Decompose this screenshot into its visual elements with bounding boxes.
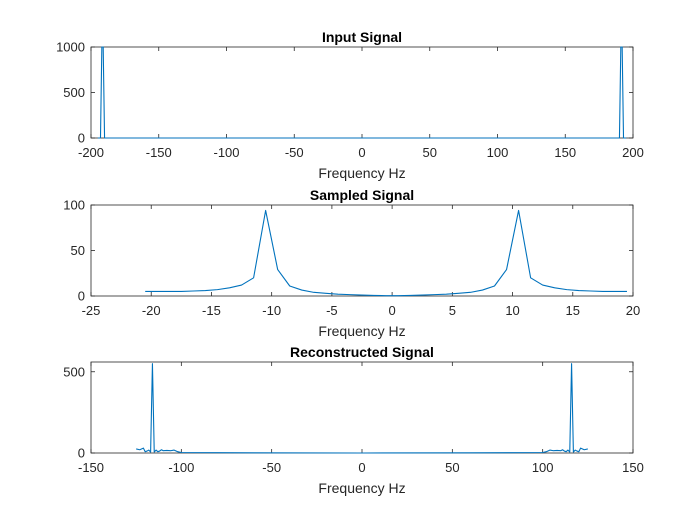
y-tick-label: 50	[71, 243, 85, 258]
plot-title: Input Signal	[322, 29, 402, 45]
x-tick-label: 200	[622, 145, 644, 160]
x-tick-label: 5	[449, 303, 456, 318]
x-tick-label: 10	[505, 303, 519, 318]
series-line	[145, 209, 627, 297]
x-tick-label: -25	[82, 303, 101, 318]
x-tick-label: -20	[142, 303, 161, 318]
x-tick-label: -15	[202, 303, 221, 318]
plot-reconstructed-signal: -150 -100 -50 0 50 100 150 0 500 Reconstructed S…	[63, 344, 644, 496]
x-tick-label: 0	[388, 303, 395, 318]
x-tick-label: 0	[358, 460, 365, 475]
plot-title: Sampled Signal	[310, 187, 414, 203]
x-tick-label: -150	[78, 460, 104, 475]
x-tick-label: -100	[168, 460, 194, 475]
tick-marks	[90, 46, 634, 139]
x-tick-label: -100	[213, 145, 239, 160]
x-tick-label: -10	[262, 303, 281, 318]
x-tick-label: 20	[626, 303, 640, 318]
series-line	[97, 46, 627, 139]
tick-labels: -200 -150 -100 -50 0 50 100 150 200 0 500 1000	[56, 40, 644, 161]
x-tick-label: 150	[622, 460, 644, 475]
x-tick-label: 100	[487, 145, 509, 160]
x-axis-label: Frequency Hz	[318, 323, 405, 339]
tick-labels: -25 -20 -15 -10 -5 0 5 10 15 20 0 50 100	[63, 198, 640, 319]
axes-box	[90, 361, 634, 454]
x-tick-label: -50	[262, 460, 281, 475]
x-tick-label: 15	[566, 303, 580, 318]
y-tick-label: 0	[78, 289, 85, 304]
plot-title: Reconstructed Signal	[290, 344, 434, 360]
y-tick-label: 500	[63, 85, 85, 100]
series-line	[136, 363, 588, 454]
axes-box	[90, 204, 634, 297]
tick-marks	[90, 362, 634, 454]
y-tick-label: 500	[63, 364, 85, 379]
x-tick-label: -150	[146, 145, 172, 160]
tick-labels: -150 -100 -50 0 50 100 150 0 500	[63, 364, 644, 475]
x-axis-label: Frequency Hz	[318, 480, 405, 496]
plot-sampled-signal: -25 -20 -15 -10 -5 0 5 10 15 20 0 50 100 Sampled Sig…	[63, 187, 640, 339]
x-axis-label: Frequency Hz	[318, 165, 405, 181]
tick-marks	[90, 204, 634, 297]
x-tick-label: 50	[423, 145, 437, 160]
y-tick-label: 100	[63, 198, 85, 213]
x-tick-label: 100	[532, 460, 554, 475]
x-tick-label: -50	[285, 145, 304, 160]
x-tick-label: 50	[445, 460, 459, 475]
y-tick-label: 0	[78, 446, 85, 461]
y-tick-label: 1000	[56, 40, 85, 55]
x-tick-label: 0	[358, 145, 365, 160]
x-tick-label: 150	[554, 145, 576, 160]
x-tick-label: -200	[78, 145, 104, 160]
axes-box	[90, 46, 634, 139]
plot-input-signal: -200 -150 -100 -50 0 50 100 150 200 0 500 1000 Inpu…	[56, 29, 644, 181]
x-tick-label: -5	[326, 303, 338, 318]
y-tick-label: 0	[78, 131, 85, 146]
